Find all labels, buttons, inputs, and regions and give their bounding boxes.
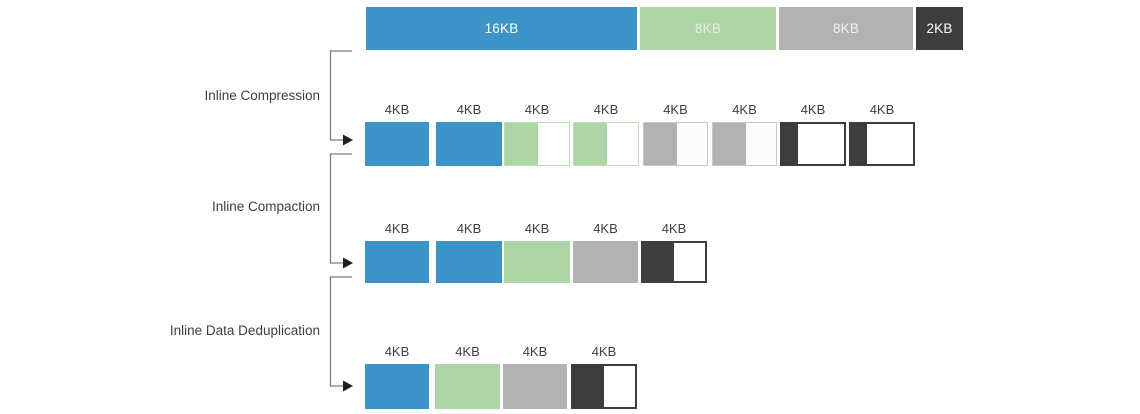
after-compression-block-5 xyxy=(643,122,708,166)
after-compression-block-1 xyxy=(365,122,429,166)
block-size-label: 4KB xyxy=(661,221,687,236)
block-size-label: 16KB xyxy=(484,21,519,36)
after-deduplication-block-3 xyxy=(503,364,567,409)
block-size-label: 4KB xyxy=(456,102,482,117)
block-filled-portion xyxy=(643,243,674,281)
block-size-label: 4KB xyxy=(591,344,617,359)
bracket-compression xyxy=(329,50,352,141)
after-compaction-block-1 xyxy=(365,241,429,283)
after-deduplication-block-1 xyxy=(365,364,429,409)
after-deduplication-block-2 xyxy=(435,364,500,409)
block-size-label: 4KB xyxy=(384,102,410,117)
block-size-label: 4KB xyxy=(593,221,618,236)
block-filled-portion xyxy=(713,123,747,165)
after-compression-block-7 xyxy=(780,122,846,166)
after-compaction-block-3 xyxy=(504,241,570,283)
block-size-label: 8KB xyxy=(832,21,860,36)
block-filled-portion xyxy=(574,123,608,165)
after-compression-block-4 xyxy=(573,122,639,166)
original-blocks-block-1: 16KB xyxy=(366,7,637,50)
block-filled-portion xyxy=(851,124,868,164)
original-blocks-block-3: 8KB xyxy=(779,7,913,50)
original-blocks-block-2: 8KB xyxy=(640,7,776,50)
block-size-label: 4KB xyxy=(384,344,410,359)
bracket-compaction xyxy=(329,153,352,264)
bracket-lines xyxy=(329,50,352,387)
arrowhead-icon xyxy=(343,380,353,392)
after-compaction-block-2 xyxy=(436,241,502,283)
block-size-label: 4KB xyxy=(800,102,826,117)
arrowheads xyxy=(343,134,353,392)
block-size-label: 4KB xyxy=(524,221,550,236)
after-deduplication-block-4 xyxy=(571,364,637,409)
block-size-label: 4KB xyxy=(663,102,688,117)
after-compression-block-2 xyxy=(436,122,502,166)
after-compression-block-8 xyxy=(849,122,915,166)
bracket-deduplication xyxy=(329,276,352,387)
block-filled-portion xyxy=(644,123,678,165)
block-size-label: 4KB xyxy=(384,221,410,236)
arrowhead-icon xyxy=(343,134,353,146)
block-size-label: 4KB xyxy=(455,344,480,359)
stage-label-inline-compression: Inline Compression xyxy=(204,88,320,103)
stage-label-inline-data-deduplication: Inline Data Deduplication xyxy=(169,323,320,338)
arrowhead-icon xyxy=(343,257,353,269)
block-size-label: 4KB xyxy=(869,102,895,117)
block-filled-portion xyxy=(573,366,604,407)
block-filled-portion xyxy=(505,123,539,165)
stage-label-inline-compaction: Inline Compaction xyxy=(211,199,320,214)
original-blocks-block-4: 2KB xyxy=(916,7,963,50)
block-size-label: 4KB xyxy=(456,221,482,236)
block-size-label: 2KB xyxy=(926,21,953,36)
block-filled-portion xyxy=(782,124,799,164)
after-compaction-block-5 xyxy=(641,241,707,283)
block-size-label: 4KB xyxy=(593,102,619,117)
block-size-label: 4KB xyxy=(524,102,550,117)
block-size-label: 8KB xyxy=(694,21,722,36)
after-compression-block-6 xyxy=(712,122,777,166)
after-compression-block-3 xyxy=(504,122,570,166)
block-size-label: 4KB xyxy=(522,344,548,359)
block-size-label: 4KB xyxy=(732,102,757,117)
after-compaction-block-4 xyxy=(573,241,638,283)
